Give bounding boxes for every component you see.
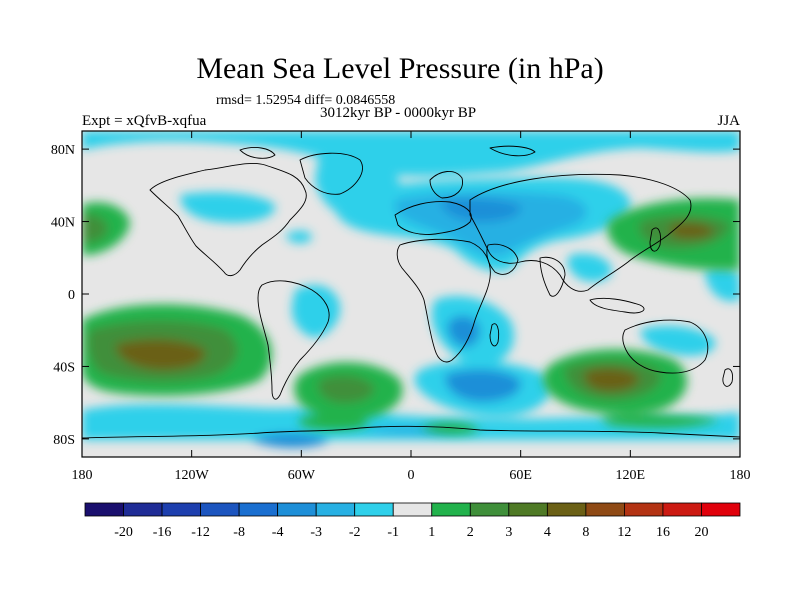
south-america-coast [257,280,330,400]
north-pacific-high-inner [670,222,715,239]
madagascar-coast [489,323,500,347]
antarctic-high-patch-2 [600,414,720,428]
colorbar-swatch [277,502,317,517]
southern-africa-low-core [447,315,480,347]
colorbar-label: -3 [310,525,322,540]
australia-low [640,325,716,356]
colorbar-swatch [624,502,664,517]
south-atlantic-low-core [445,369,521,402]
north-america-low [180,192,276,223]
period-text: 3012kyr BP - 0000kyr BP [320,105,477,121]
y-tick-label: 40N [51,216,75,231]
colorbar-label: 3 [505,525,512,540]
colorbar-label: -4 [272,525,284,540]
atlantic-patch [285,230,312,244]
antarctic-low-core [250,433,330,448]
colorbar-swatch [84,502,124,517]
colorbar-swatch [354,502,394,517]
colorbar-swatch [200,502,240,517]
colorbar-swatch [161,502,201,517]
x-tick-label: 120W [175,468,210,483]
experiment-label: Expt = xQfvB-xqfua [82,113,207,129]
axis-ticks: 180 120W 60W 0 60E 120E 180 80N 40N 0 40S 80S [51,131,751,483]
colorbar-swatch [315,502,356,517]
eurasian-low-core [395,191,587,257]
arctic-low-region [82,131,740,176]
scandinavia-coast [429,171,463,199]
x-tick-label: 60E [509,468,532,483]
colorbar-label: -12 [191,525,210,540]
antarctica-coast [82,425,740,439]
colorbar-swatch [585,502,625,517]
colorbar-label: 4 [544,525,551,540]
new-zealand-coast [722,368,733,387]
season-label: JJA [717,113,740,129]
colorbar-label: 12 [617,525,631,540]
antarctic-high-patch-1 [300,415,370,431]
asia-coast [469,173,692,292]
indonesia-coast [589,297,645,314]
south-indian-high-core [584,368,640,392]
colorbar-label: 2 [467,525,474,540]
colorbar-label: 16 [656,525,670,540]
south-america-low [291,285,341,338]
colorbar-label: 8 [582,525,589,540]
colorbar-label: 1 [428,525,435,540]
colorbar-label: -1 [387,525,399,540]
southern-ocean-low [82,399,740,440]
australia-coast [622,319,709,374]
colorbar-label: 20 [694,525,708,540]
colorbar: -20 -16 -12 -8 -4 -3 -2 -1 1 2 3 4 8 12 16 20 [84,502,741,540]
y-tick-label: 0 [68,288,75,303]
colorbar-swatch [238,502,279,517]
colorbar-swatch [431,502,471,517]
y-tick-label: 40S [53,360,75,375]
south-pacific-high-core [115,339,206,370]
x-tick-label: 180 [730,468,751,483]
x-tick-label: 60W [288,468,316,483]
x-tick-label: 180 [72,468,93,483]
north-america-coast [149,162,307,277]
colorbar-swatch [508,502,548,517]
colorbar-label: -8 [233,525,245,540]
y-tick-label: 80S [53,433,75,448]
colorbar-swatch [123,502,163,517]
x-tick-label: 0 [408,468,415,483]
negative-anomalies [82,131,740,448]
colorbar-swatch [662,502,702,517]
antarctic-high-patch-3 [420,422,480,435]
positive-anomalies [82,198,740,435]
east-asia-low [567,253,612,282]
colorbar-swatch [546,502,587,517]
colorbar-label: -20 [114,525,133,540]
stats-text: rmsd= 1.52954 diff= 0.0846558 [216,93,396,108]
greenland-coast [299,152,363,195]
coastlines [82,145,740,439]
colorbar-label: -16 [153,525,172,540]
eurasian-low-inner [440,197,521,222]
east-pacific-low [705,266,740,302]
arctic-islands-coast [239,145,536,159]
africa-coast [396,238,491,363]
europe-coast [394,201,472,235]
south-atlantic-high-core [318,375,375,403]
y-tick-label: 80N [51,143,75,158]
colorbar-swatch [469,502,510,517]
x-tick-label: 120E [616,468,646,483]
japan-coast [649,227,661,252]
colorbar-swatch [392,502,433,517]
arabia-coast [486,243,519,275]
colorbar-swatch [701,502,741,517]
chart-title: Mean Sea Level Pressure (in hPa) [196,52,604,85]
colorbar-label: -2 [349,525,361,540]
map-field [82,131,740,457]
india-coast [539,256,566,297]
